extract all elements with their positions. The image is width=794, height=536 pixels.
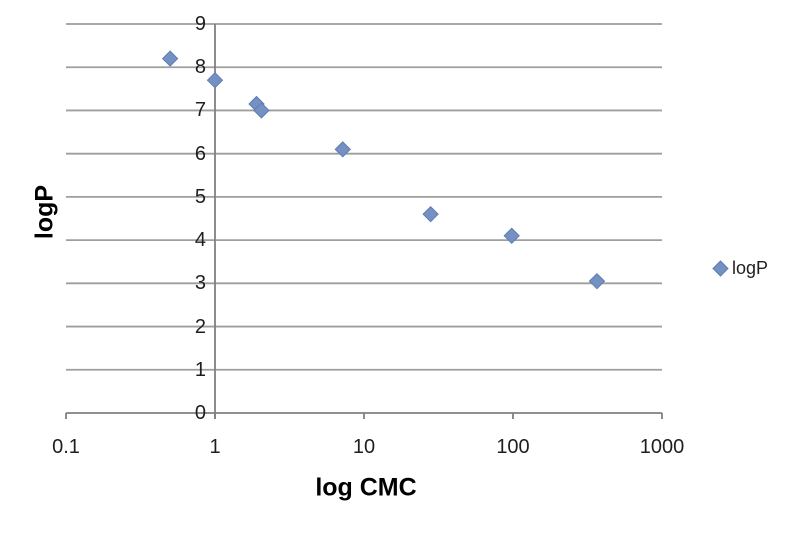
- data-point-marker: [161, 50, 179, 67]
- data-point-marker: [253, 102, 270, 119]
- legend: logP: [712, 258, 768, 278]
- y-tick-label: 5: [194, 185, 206, 208]
- y-tick-label: 7: [194, 99, 206, 122]
- data-point-marker: [422, 205, 439, 223]
- y-tick-label: 2: [194, 315, 206, 338]
- x-tick-label: 1000: [639, 436, 685, 458]
- y-tick-label: 8: [194, 56, 206, 79]
- legend-series-label: logP: [732, 258, 769, 278]
- data-point-marker: [206, 71, 224, 89]
- y-tick-label: 1: [194, 358, 206, 381]
- y-tick-label: 3: [194, 272, 206, 295]
- data-point-marker: [588, 272, 606, 290]
- x-tick-label: 100: [496, 436, 530, 458]
- x-tick-label: 1: [209, 436, 221, 458]
- x-axis-title: log CMC: [315, 473, 417, 502]
- y-axis-title: logP: [30, 184, 59, 240]
- data-point-marker: [503, 227, 520, 244]
- y-tick-label: 9: [194, 13, 206, 35]
- y-tick-label: 0: [194, 402, 206, 424]
- y-tick-label: 6: [194, 142, 206, 165]
- data-point-marker: [334, 141, 351, 158]
- x-tick-label: 0.1: [52, 436, 80, 458]
- x-tick-label: 10: [352, 436, 376, 458]
- y-tick-label: 4: [194, 229, 206, 252]
- legend-marker-icon: [712, 259, 729, 277]
